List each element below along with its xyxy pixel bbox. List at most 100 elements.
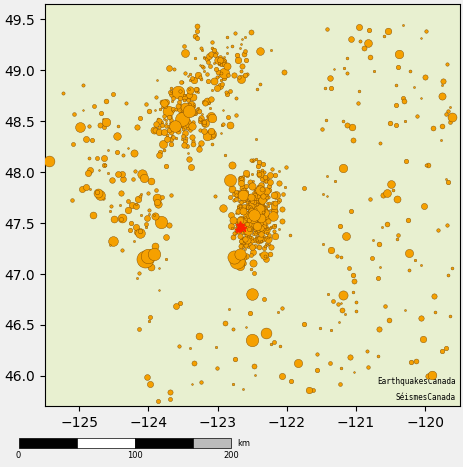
Point [254,167,261,175]
Point [240,186,248,193]
Point [164,127,172,134]
Point [253,200,261,208]
Point [248,197,255,205]
Point [245,233,252,240]
Point [243,202,250,210]
Point [229,381,236,388]
Point [271,208,278,215]
Point [376,139,383,146]
Point [349,136,356,143]
Point [252,135,260,142]
Point [135,269,143,277]
Point [257,230,264,238]
Point [219,60,227,67]
Point [150,250,157,257]
Point [267,340,274,348]
Point [256,190,263,198]
Point [237,174,244,181]
Point [262,329,269,337]
Bar [134,439,192,448]
Point [133,123,141,130]
Point [155,128,163,135]
Point [244,192,251,199]
Point [207,116,214,123]
Point [176,87,184,94]
Point [205,52,212,60]
Point [200,120,208,127]
Point [282,163,289,170]
Point [441,344,448,352]
Bar [76,439,134,448]
Point [249,198,257,206]
Point [253,218,261,225]
Point [213,365,220,372]
Point [340,64,347,72]
Point [142,224,150,231]
Point [375,264,383,271]
Point [410,256,418,264]
Point [188,74,195,82]
Point [250,221,257,228]
Point [227,223,234,230]
Point [259,208,267,216]
Point [237,242,244,250]
Point [252,222,260,230]
Point [346,207,354,215]
Point [188,122,196,130]
Point [146,380,154,387]
Point [245,241,253,248]
Point [166,120,174,127]
Point [256,210,263,217]
Point [159,98,167,106]
Point [392,81,399,88]
Point [176,119,184,126]
Point [189,111,197,118]
Point [260,209,268,217]
Point [262,255,269,263]
Point [431,308,438,316]
Point [181,103,188,111]
Point [373,275,381,282]
Point [192,87,200,95]
Point [248,237,255,244]
Point [124,144,131,152]
Point [233,226,240,234]
Point [330,65,337,72]
Point [184,107,192,115]
Point [248,211,255,218]
Point [145,318,152,325]
Point [208,140,215,148]
Point [254,215,261,222]
Point [100,161,107,169]
Point [335,318,342,325]
Point [180,119,187,126]
Point [429,292,437,300]
Point [138,170,145,178]
Point [160,113,167,120]
Point [232,191,239,199]
Point [261,205,269,212]
Point [222,62,230,69]
Point [228,161,236,169]
Point [325,74,332,82]
Point [211,51,219,59]
Point [252,205,260,212]
Point [249,192,256,200]
Point [391,102,399,109]
Point [221,319,229,327]
Point [184,102,192,109]
Point [174,122,181,129]
Point [245,224,253,231]
Point [181,129,188,137]
Point [90,102,97,110]
Point [179,126,186,133]
Point [243,203,250,211]
Point [318,241,325,248]
Point [171,105,179,113]
Point [243,236,250,244]
Point [254,226,261,234]
Point [235,218,243,226]
Point [238,220,245,227]
Point [154,397,161,405]
Point [266,207,273,214]
